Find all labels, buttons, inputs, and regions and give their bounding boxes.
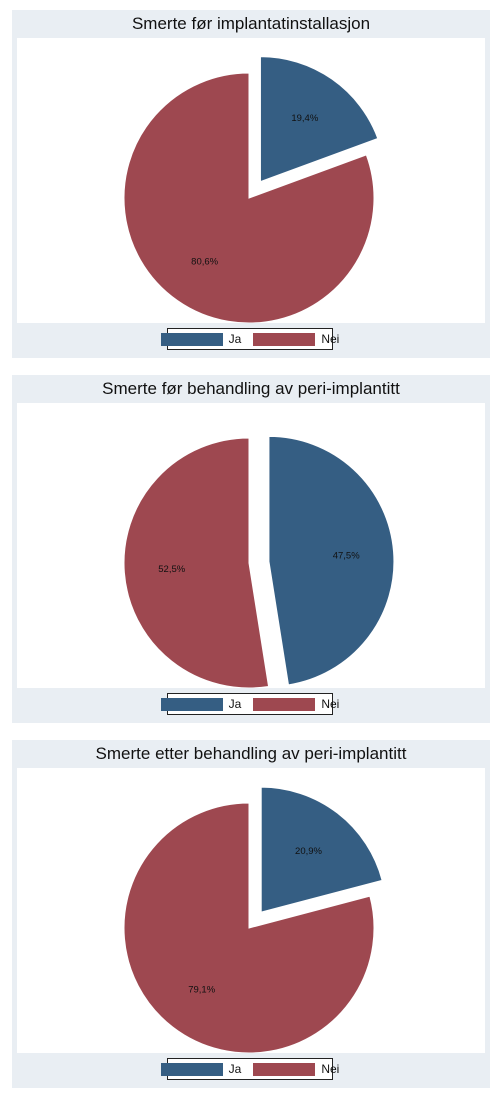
legend: Ja Nei bbox=[160, 693, 339, 715]
slice-label-nei: 80,6% bbox=[191, 257, 218, 268]
legend-item-nei: Nei bbox=[253, 697, 339, 711]
pie-chart: 19,4% 80,6% bbox=[123, 56, 379, 323]
pie-slice-ja bbox=[260, 786, 383, 913]
pie-slice-nei bbox=[123, 72, 375, 323]
legend-swatch-nei bbox=[253, 697, 316, 711]
chart-title: Smerte etter behandling av peri-implanti… bbox=[95, 744, 407, 763]
pie-slice-ja bbox=[268, 435, 395, 686]
slice-label-ja: 20,9% bbox=[295, 846, 322, 857]
legend-swatch-ja bbox=[160, 332, 223, 346]
slice-label-nei: 52,5% bbox=[158, 564, 185, 575]
legend-swatch-ja bbox=[160, 1062, 223, 1076]
slice-label-ja: 19,4% bbox=[291, 113, 318, 124]
pie-slice-ja bbox=[259, 56, 379, 183]
legend-item-ja: Ja bbox=[160, 1062, 242, 1076]
legend-item-ja: Ja bbox=[160, 697, 242, 711]
pie-chart: 20,9% 79,1% bbox=[123, 786, 383, 1053]
legend-swatch-nei bbox=[253, 332, 316, 346]
chart-panel-3: Smerte etter behandling av peri-implanti… bbox=[12, 740, 490, 1088]
legend-label: Ja bbox=[228, 1062, 242, 1076]
legend-label: Nei bbox=[321, 332, 340, 346]
pie-slice-nei bbox=[123, 802, 375, 1053]
slice-label-nei: 79,1% bbox=[188, 984, 215, 995]
legend-swatch-nei bbox=[253, 1062, 316, 1076]
chart-panel-2: Smerte før behandling av peri-implantitt… bbox=[12, 375, 490, 723]
legend: Ja Nei bbox=[160, 328, 339, 350]
pie-chart: 47,5% 52,5% bbox=[123, 435, 395, 688]
plot-area: 47,5% 52,5% bbox=[17, 403, 485, 688]
legend-item-ja: Ja bbox=[160, 332, 242, 346]
plot-area: 20,9% 79,1% bbox=[17, 768, 485, 1053]
legend-label: Nei bbox=[321, 1062, 340, 1076]
legend-label: Nei bbox=[321, 697, 340, 711]
chart-title: Smerte før behandling av peri-implantitt bbox=[102, 379, 400, 398]
chart-panel-1: Smerte før implantatinstallasjon 19,4% 80… bbox=[12, 10, 490, 358]
legend-label: Ja bbox=[228, 697, 242, 711]
slice-label-ja: 47,5% bbox=[333, 550, 360, 561]
plot-area: 19,4% 80,6% bbox=[17, 38, 485, 323]
legend-swatch-ja bbox=[160, 697, 223, 711]
legend-label: Ja bbox=[228, 332, 242, 346]
legend: Ja Nei bbox=[160, 1058, 339, 1080]
chart-title: Smerte før implantatinstallasjon bbox=[131, 14, 371, 33]
legend-item-nei: Nei bbox=[253, 1062, 339, 1076]
legend-item-nei: Nei bbox=[253, 332, 339, 346]
pie-slice-nei bbox=[123, 437, 270, 688]
